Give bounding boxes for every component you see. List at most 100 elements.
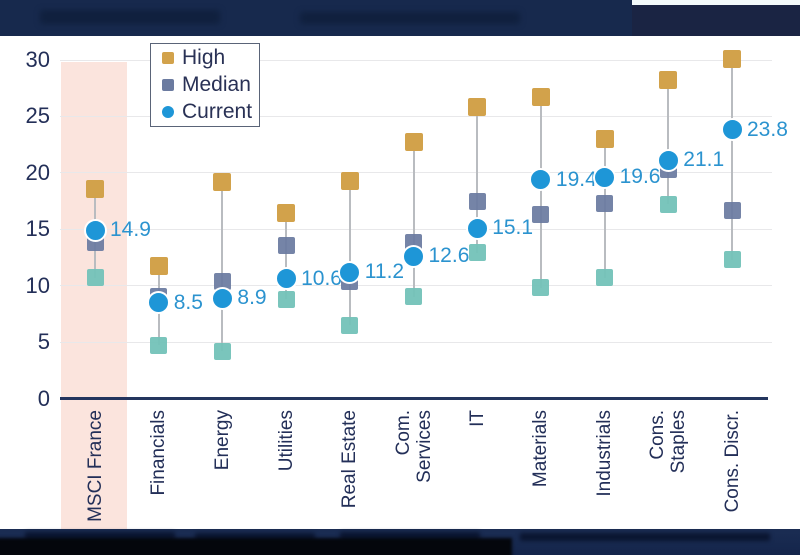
marker-high-square bbox=[340, 171, 359, 190]
range-line bbox=[285, 213, 288, 300]
marker-low-square bbox=[659, 195, 677, 213]
marker-current-circle bbox=[274, 267, 298, 291]
current-value-label: 8.5 bbox=[173, 290, 203, 314]
current-value-label: 12.6 bbox=[428, 244, 470, 268]
marker-current-circle bbox=[147, 291, 171, 315]
legend-label: Median bbox=[182, 73, 251, 96]
marker-current-circle bbox=[465, 216, 489, 240]
x-axis-label-line: Com. bbox=[392, 410, 414, 456]
median-swatch-icon bbox=[162, 79, 174, 91]
gridline bbox=[60, 228, 772, 230]
x-axis-line bbox=[60, 397, 768, 400]
bottom-bar-dark-block bbox=[0, 538, 512, 555]
x-axis-label-line: Energy bbox=[211, 410, 233, 471]
x-axis-label-line: MSCI France bbox=[84, 410, 106, 522]
chart-legend: High Median Current bbox=[150, 43, 260, 127]
x-axis-label-line: Services bbox=[413, 410, 435, 483]
pe-range-chart: 0 5 10 15 20 25 30 14.9 MSCI France 8.5 Financials… bbox=[0, 36, 800, 529]
top-right-corner-block bbox=[632, 0, 800, 36]
bottom-bar-smudge bbox=[520, 533, 770, 541]
range-line bbox=[539, 97, 542, 288]
marker-current-circle bbox=[83, 218, 107, 242]
current-value-label: 10.6 bbox=[301, 266, 342, 290]
marker-current-circle bbox=[210, 286, 234, 310]
marker-median-square bbox=[596, 194, 614, 212]
marker-high-square bbox=[277, 204, 296, 223]
legend-label: Current bbox=[182, 100, 253, 123]
marker-median-square bbox=[277, 236, 295, 254]
x-axis-label: Real Estate bbox=[339, 404, 360, 526]
legend-item-high: High bbox=[162, 47, 259, 69]
marker-current-circle bbox=[593, 165, 617, 189]
x-axis-label-line: Real Estate bbox=[339, 410, 361, 509]
y-tick-label: 20 bbox=[25, 159, 50, 185]
x-axis-label-line: Financials bbox=[148, 410, 170, 496]
current-swatch-icon bbox=[162, 106, 174, 118]
marker-low-square bbox=[723, 251, 741, 269]
x-axis-label-line: Materials bbox=[530, 410, 552, 488]
legend-item-median: Median bbox=[162, 74, 259, 96]
x-axis-label: Cons. Discr. bbox=[722, 404, 743, 526]
x-axis-label: Financials bbox=[148, 404, 169, 526]
marker-low-square bbox=[86, 269, 104, 287]
current-value-label: 15.1 bbox=[492, 216, 534, 240]
range-line bbox=[667, 80, 670, 205]
current-value-label: 23.8 bbox=[747, 117, 788, 141]
marker-high-square bbox=[149, 257, 168, 276]
gridline bbox=[60, 172, 772, 174]
gridline bbox=[60, 341, 772, 343]
current-value-label: 11.2 bbox=[364, 260, 405, 284]
bottom-bar-smudge bbox=[25, 532, 175, 541]
range-line bbox=[412, 142, 415, 297]
marker-high-square bbox=[723, 49, 741, 68]
y-tick-label: 5 bbox=[37, 329, 50, 355]
range-line bbox=[348, 180, 351, 326]
marker-low-square bbox=[532, 279, 550, 297]
x-axis-label: MSCI France bbox=[85, 404, 106, 526]
marker-median-square bbox=[468, 192, 486, 210]
marker-low-square bbox=[596, 269, 614, 287]
highlight-band bbox=[61, 62, 127, 529]
marker-low-square bbox=[150, 336, 168, 354]
top-bar-smudge bbox=[40, 10, 220, 24]
x-axis-label-line: Cons. bbox=[647, 410, 669, 460]
marker-high-square bbox=[595, 129, 614, 148]
bottom-navy-bar bbox=[0, 529, 800, 555]
high-swatch-icon bbox=[162, 52, 174, 64]
x-axis-label: IT bbox=[467, 404, 488, 526]
bottom-bar-smudge bbox=[340, 532, 480, 541]
x-axis-label-line: Staples bbox=[668, 410, 690, 474]
marker-high-square bbox=[659, 71, 678, 90]
x-axis-label-line: IT bbox=[466, 410, 488, 427]
current-value-label: 19.6 bbox=[619, 165, 661, 189]
marker-current-circle bbox=[402, 244, 425, 268]
marker-high-square bbox=[213, 172, 232, 191]
marker-median-square bbox=[213, 272, 231, 290]
current-value-label: 14.9 bbox=[110, 218, 151, 242]
gridline bbox=[60, 59, 772, 61]
top-navy-bar bbox=[0, 0, 800, 36]
marker-low-square bbox=[277, 290, 295, 308]
x-axis-label: Utilities bbox=[276, 404, 297, 526]
range-line bbox=[731, 58, 733, 260]
gridline bbox=[60, 285, 772, 287]
current-value-label: 21.1 bbox=[683, 148, 725, 172]
marker-current-circle bbox=[338, 260, 362, 284]
marker-high-square bbox=[404, 133, 423, 152]
marker-low-square bbox=[405, 288, 422, 306]
marker-median-square bbox=[723, 201, 741, 219]
y-tick-label: 10 bbox=[25, 272, 50, 298]
range-line bbox=[221, 181, 224, 352]
marker-low-square bbox=[468, 244, 486, 262]
x-axis-label-line: Industrials bbox=[594, 410, 616, 497]
gridline bbox=[60, 115, 772, 117]
marker-current-circle bbox=[529, 168, 553, 192]
top-bar-smudge bbox=[300, 12, 520, 24]
marker-low-square bbox=[213, 342, 231, 360]
current-value-label: 8.9 bbox=[237, 286, 267, 310]
y-tick-label: 25 bbox=[25, 103, 50, 129]
x-axis-label: Cons. Staples bbox=[647, 404, 689, 526]
bottom-bar-smudge bbox=[195, 533, 315, 541]
